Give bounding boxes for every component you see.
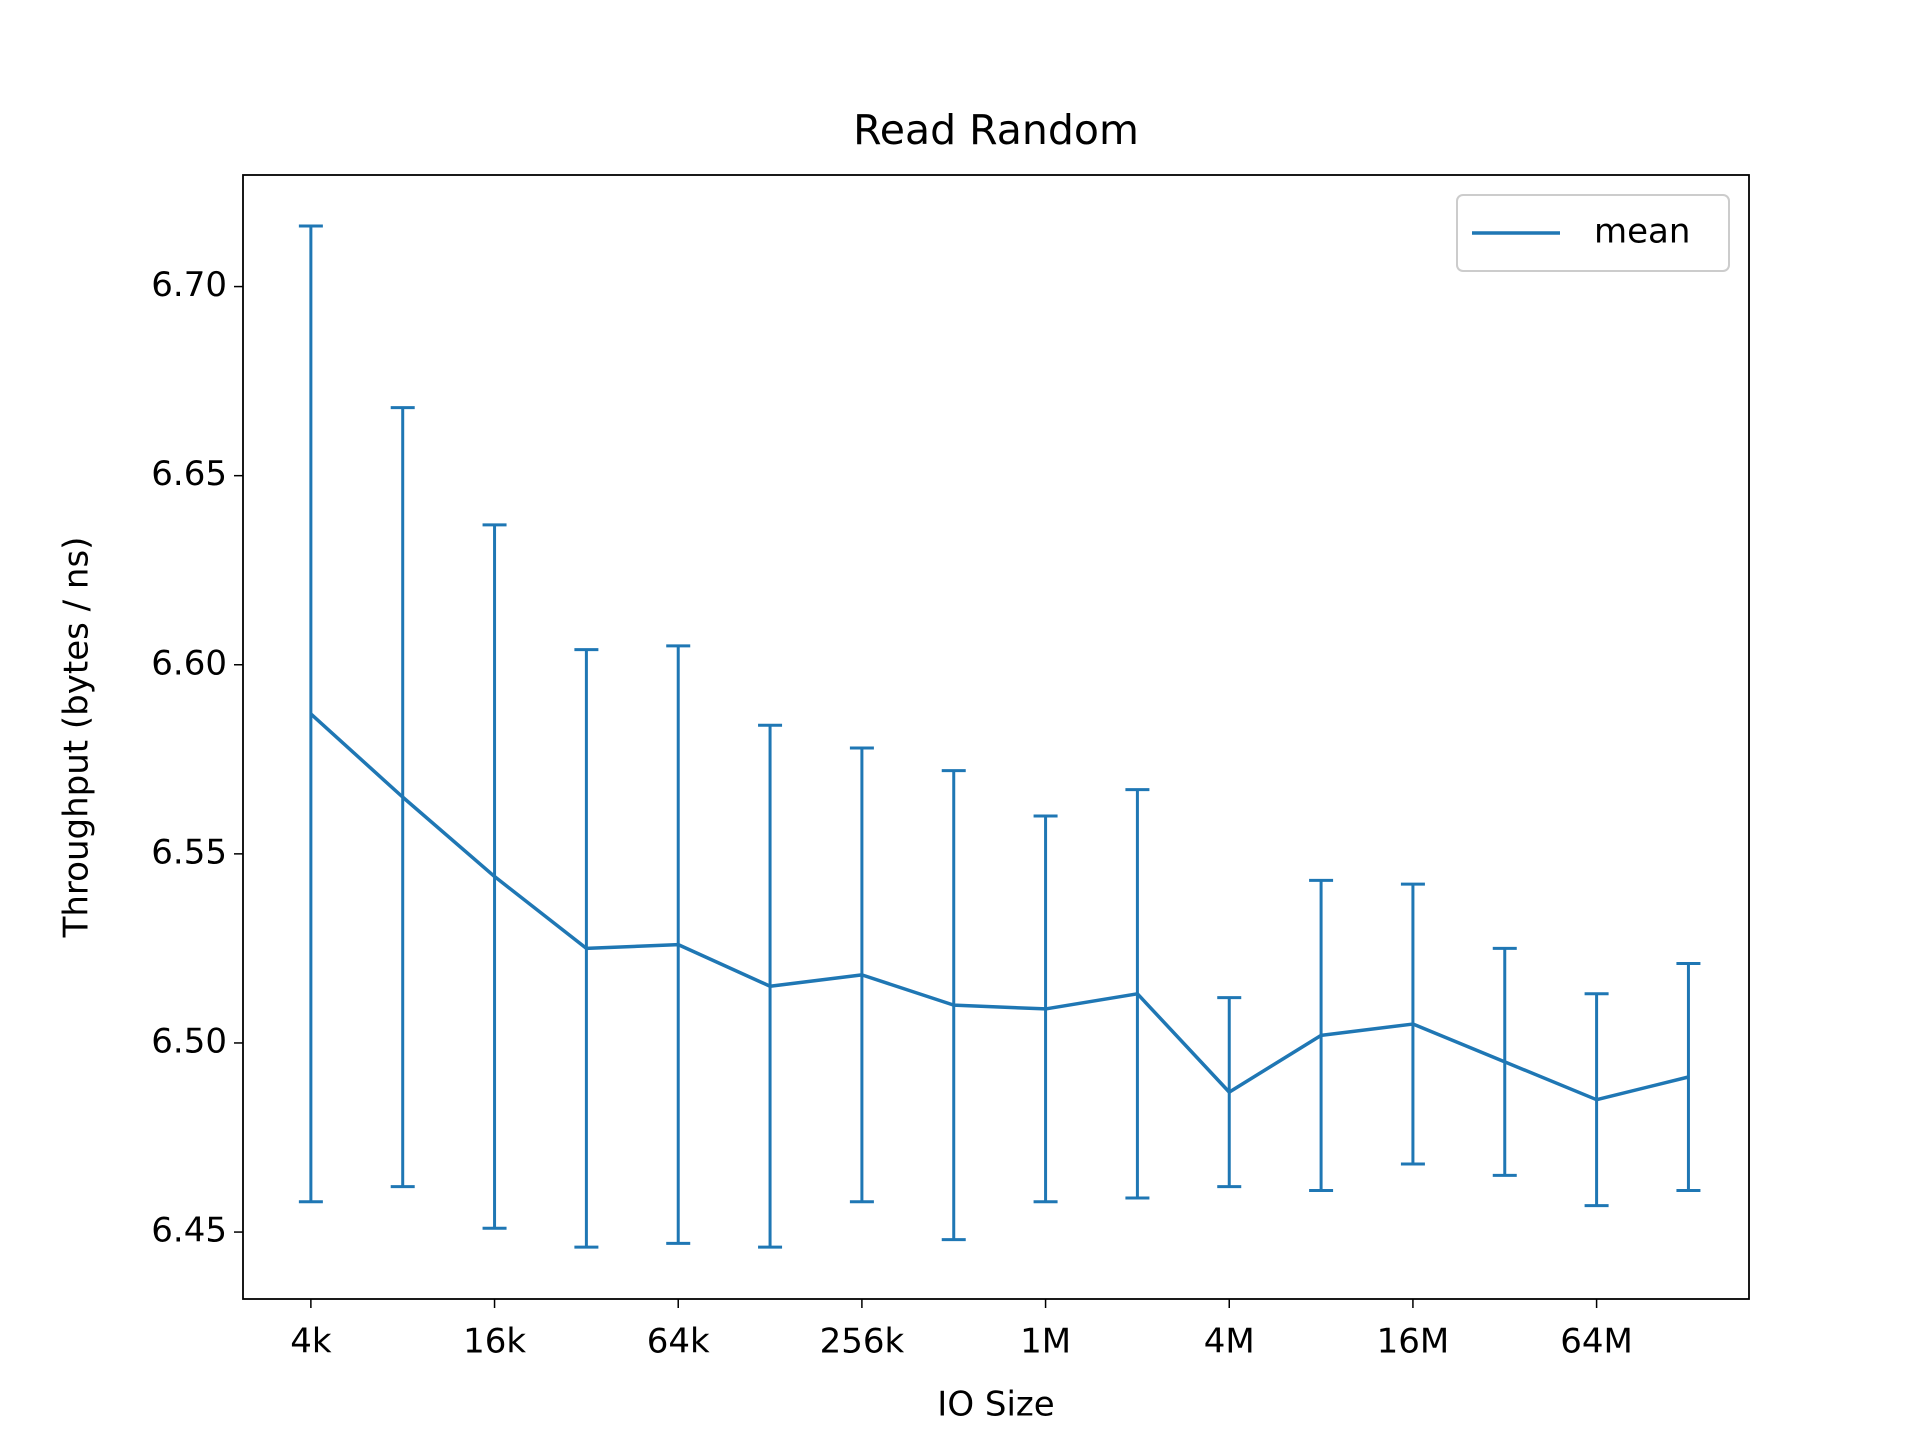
y-tick-label: 6.65 xyxy=(151,454,227,494)
y-tick-label: 6.45 xyxy=(151,1211,227,1251)
y-tick-label: 6.60 xyxy=(151,643,227,683)
y-tick-label: 6.55 xyxy=(151,832,227,872)
x-tick-label: 1M xyxy=(1020,1322,1071,1362)
legend-label: mean xyxy=(1594,212,1690,252)
x-tick-label: 4k xyxy=(290,1322,332,1362)
chart-title: Read Random xyxy=(853,106,1139,154)
x-tick-label: 64k xyxy=(647,1322,710,1362)
x-tick-label: 4M xyxy=(1204,1322,1255,1362)
legend-box xyxy=(1456,194,1730,272)
x-tick-label: 16M xyxy=(1377,1322,1450,1362)
y-axis-label: Throughput (bytes / ns) xyxy=(57,537,97,939)
y-tick-label: 6.70 xyxy=(151,265,227,305)
x-tick-label: 64M xyxy=(1560,1322,1633,1362)
x-tick-label: 16k xyxy=(463,1322,526,1362)
plot-frame xyxy=(242,174,1750,1300)
y-tick-label: 6.50 xyxy=(151,1021,227,1061)
x-tick-label: 256k xyxy=(820,1322,905,1362)
x-axis-label: IO Size xyxy=(937,1385,1054,1425)
line xyxy=(309,712,1689,1102)
